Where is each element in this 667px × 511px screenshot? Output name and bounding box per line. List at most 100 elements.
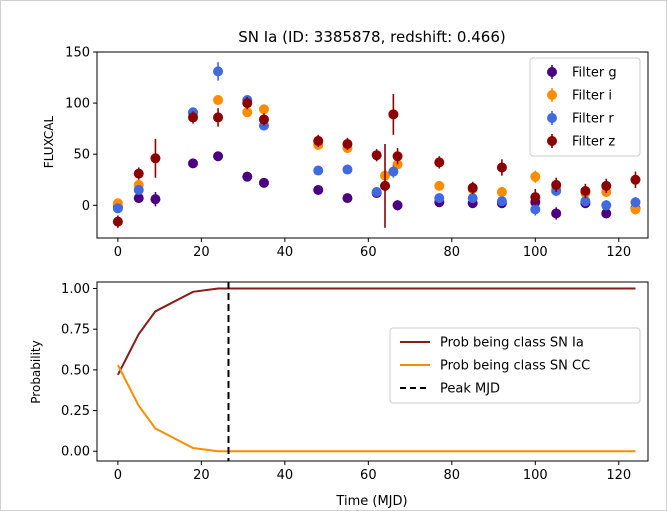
axes-frame: [96, 51, 649, 239]
chart-title: SN Ia (ID: 3385878, redshift: 0.466): [238, 28, 505, 46]
data-point-filter-z: [580, 185, 591, 196]
x-tick-label: 0: [114, 468, 122, 483]
data-point-filter-r: [112, 203, 123, 214]
data-point-filter-r: [313, 165, 324, 176]
x-tick-label: 80: [444, 245, 461, 260]
data-point-filter-z: [342, 138, 353, 149]
data-point-filter-g: [150, 194, 161, 205]
data-point-filter-z: [313, 135, 324, 146]
legend-marker-filter-g: [547, 67, 557, 77]
legend-label-filter-g: Filter g: [572, 66, 617, 81]
y-tick-label: 1.00: [61, 282, 90, 297]
data-point-filter-z: [380, 180, 391, 191]
data-point-filter-r: [601, 200, 612, 211]
data-point-filter-z: [133, 168, 144, 179]
legend-label-filter-z: Filter z: [572, 135, 615, 150]
legend-label-prob-being-class-sn-cc: Prob being class SN CC: [440, 359, 590, 374]
legend-marker-filter-i: [547, 90, 557, 100]
data-point-filter-z: [371, 150, 382, 161]
data-point-filter-z: [112, 216, 123, 227]
data-point-filter-z: [242, 98, 253, 109]
data-point-filter-i: [530, 171, 541, 182]
data-point-filter-g: [213, 151, 224, 162]
data-point-filter-z: [213, 112, 224, 123]
probability-panel: Probability Time (MJD) Prob being class …: [29, 281, 649, 509]
x-tick-label: 40: [277, 245, 294, 260]
legend-box: [529, 57, 641, 157]
data-point-filter-g: [133, 193, 144, 204]
data-point-filter-i: [258, 104, 269, 115]
data-point-filter-z: [496, 162, 507, 173]
data-point-filter-z: [434, 157, 445, 168]
data-point-filter-r: [371, 187, 382, 198]
data-point-filter-z: [630, 174, 641, 185]
data-point-filter-r: [342, 164, 353, 175]
data-point-filter-z: [530, 192, 541, 203]
x-tick-label: 0: [114, 245, 122, 260]
y-tick-label: 0.75: [61, 323, 90, 338]
data-point-filter-r: [630, 197, 641, 208]
probability-legend: Prob being class SN Ia Prob being class S…: [389, 327, 641, 404]
data-point-filter-i: [213, 95, 224, 106]
data-point-filter-g: [188, 158, 199, 169]
y-tick-label: 0: [82, 199, 90, 214]
data-point-filter-z: [551, 179, 562, 190]
data-point-filter-r: [133, 184, 144, 195]
series-line-prob-being-class-sn-ia: [117, 287, 636, 376]
y-tick-label: 150: [65, 46, 90, 61]
data-point-filter-r: [496, 196, 507, 207]
x-tick-label: 80: [444, 468, 461, 483]
data-point-filter-z: [601, 180, 612, 191]
data-point-filter-z: [392, 151, 403, 162]
y-tick-label: 0.50: [61, 363, 90, 378]
data-point-filter-r: [530, 204, 541, 215]
data-point-filter-r: [467, 193, 478, 204]
axes-frame: [96, 281, 649, 462]
probability-plot-area: [117, 282, 636, 461]
y-tick-label: 100: [65, 97, 90, 112]
x-tick-label: 40: [277, 468, 294, 483]
x-tick-label: 60: [360, 245, 377, 260]
flux-y-axis-label: FLUXCAL: [42, 115, 56, 168]
legend-label-peak-mjd: Peak MJD: [440, 382, 500, 397]
x-tick-label: 20: [193, 468, 210, 483]
series-line-prob-being-class-sn-cc: [117, 364, 636, 453]
legend-label-filter-r: Filter r: [572, 112, 614, 127]
data-point-filter-z: [258, 114, 269, 125]
data-point-filter-r: [434, 193, 445, 204]
probability-x-axis-label: Time (MJD): [335, 494, 407, 509]
legend-marker-filter-r: [547, 113, 557, 123]
legend-label-prob-being-class-sn-ia: Prob being class SN Ia: [440, 336, 584, 351]
y-tick-label: 0.00: [61, 445, 90, 460]
x-tick-label: 120: [606, 468, 631, 483]
flux-plot-area: [112, 62, 641, 228]
flux-legend: Filter g Filter i Filter r Filter z: [529, 57, 641, 157]
x-tick-label: 100: [523, 245, 548, 260]
x-tick-label: 120: [606, 245, 631, 260]
legend-marker-filter-z: [547, 136, 557, 146]
data-point-filter-i: [630, 204, 641, 215]
data-point-filter-i: [434, 180, 445, 191]
data-point-filter-r: [213, 66, 224, 77]
data-point-filter-z: [467, 182, 478, 193]
data-point-filter-r: [388, 166, 399, 177]
data-point-filter-z: [150, 153, 161, 164]
data-point-filter-i: [242, 107, 253, 118]
data-point-filter-g: [392, 200, 403, 211]
x-tick-label: 100: [523, 468, 548, 483]
legend-box: [389, 327, 641, 404]
x-tick-label: 20: [193, 245, 210, 260]
data-point-filter-i: [496, 187, 507, 198]
flux-panel: FLUXCAL Filter g Filter i Filter r Filter z…: [42, 46, 649, 260]
y-tick-label: 50: [73, 148, 90, 163]
data-point-filter-g: [258, 177, 269, 188]
data-point-filter-r: [580, 196, 591, 207]
data-point-filter-g: [601, 208, 612, 219]
data-point-filter-z: [388, 109, 399, 120]
probability-y-axis-label: Probability: [29, 340, 43, 403]
x-tick-label: 60: [360, 468, 377, 483]
data-point-filter-g: [313, 184, 324, 195]
y-tick-label: 0.25: [61, 404, 90, 419]
data-point-filter-g: [551, 208, 562, 219]
